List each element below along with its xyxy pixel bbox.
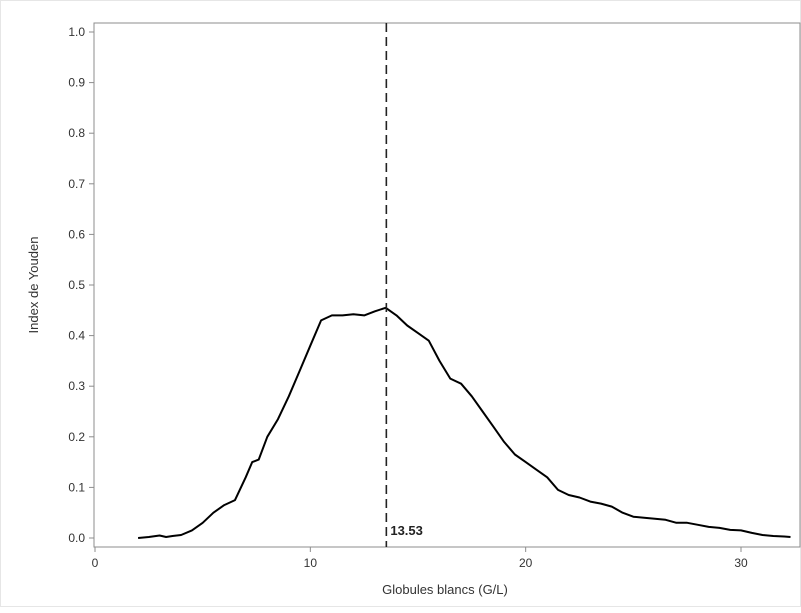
y-tick-label: 0.2	[68, 430, 85, 444]
axes-group	[93, 22, 801, 548]
y-tick-label: 0.1	[68, 480, 85, 494]
y-tick-label: 0.6	[68, 227, 85, 241]
y-tick-label: 0.5	[68, 278, 85, 292]
y-tick-label: 0.9	[68, 76, 85, 90]
x-axis-title: Globules blancs (G/L)	[382, 582, 508, 597]
y-tick-label: 0.4	[68, 329, 85, 343]
y-axis-title: Index de Youden	[26, 237, 41, 334]
x-tick-label: 20	[519, 556, 533, 570]
plot-border	[93, 22, 801, 548]
y-tick-label: 0.3	[68, 379, 85, 393]
x-tick-label: 0	[92, 556, 99, 570]
x-tick-label: 10	[304, 556, 318, 570]
x-tick-label: 30	[734, 556, 748, 570]
y-tick-label: 0.8	[68, 126, 85, 140]
plot-group: 13.53	[138, 23, 791, 547]
cutoff-value-label: 13.53	[390, 523, 423, 538]
y-tick-label: 0.0	[68, 531, 85, 545]
youden-series-line	[138, 306, 791, 539]
y-tick-label: 0.7	[68, 177, 85, 191]
ticks-group: 0.0 0.1 0.2 0.3 0.4 0.5 0.6 0.7 0.8 0.9 1.0 0 10 20 30	[68, 25, 748, 570]
y-tick-label: 1.0	[68, 25, 85, 39]
